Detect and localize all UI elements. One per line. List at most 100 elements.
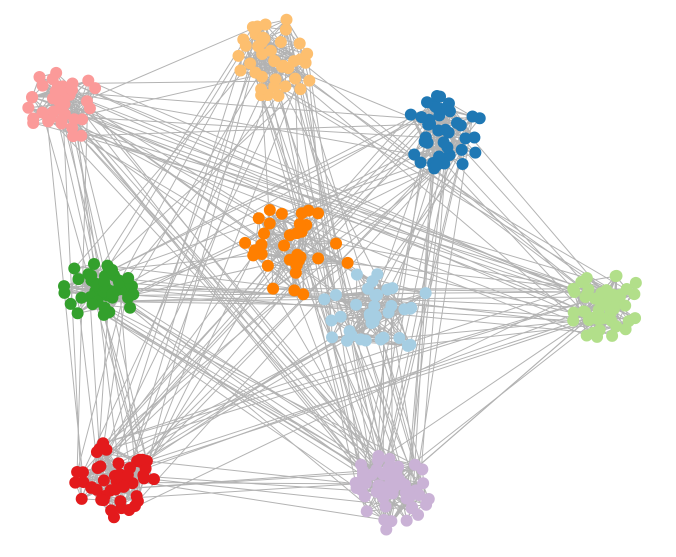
- node: [106, 263, 119, 276]
- node: [22, 101, 35, 114]
- node: [360, 505, 373, 518]
- edge: [426, 102, 434, 164]
- edge: [67, 93, 364, 472]
- edge: [96, 163, 445, 453]
- node: [287, 55, 300, 68]
- node: [434, 90, 447, 103]
- node: [421, 96, 434, 109]
- node: [595, 287, 608, 300]
- node: [288, 284, 301, 297]
- edge: [46, 114, 426, 138]
- node: [50, 66, 63, 79]
- node: [343, 325, 356, 338]
- node: [567, 282, 580, 295]
- node: [420, 498, 433, 511]
- node: [97, 275, 110, 288]
- node: [622, 315, 635, 328]
- node: [341, 256, 354, 269]
- node: [147, 473, 160, 486]
- node: [598, 296, 611, 309]
- node: [374, 480, 387, 493]
- edge: [46, 114, 394, 490]
- node: [421, 136, 434, 149]
- node: [468, 131, 481, 144]
- edge: [97, 95, 438, 469]
- edge: [92, 303, 390, 485]
- edge: [81, 26, 254, 298]
- node: [350, 268, 363, 281]
- node: [95, 493, 108, 506]
- edge: [82, 471, 137, 497]
- edge: [274, 60, 594, 334]
- node: [237, 33, 250, 46]
- node: [385, 299, 398, 312]
- node: [581, 288, 594, 301]
- node: [263, 204, 276, 217]
- node: [85, 269, 98, 282]
- node: [117, 480, 130, 493]
- node: [47, 105, 60, 118]
- node: [255, 238, 268, 251]
- node: [97, 474, 110, 487]
- edge: [299, 43, 368, 512]
- node: [430, 159, 443, 172]
- node: [75, 492, 88, 505]
- node: [64, 297, 77, 310]
- node: [393, 331, 406, 344]
- node: [628, 288, 641, 301]
- node: [86, 298, 99, 311]
- node: [68, 262, 81, 275]
- node: [239, 236, 252, 249]
- edge: [375, 289, 388, 470]
- node: [258, 227, 271, 240]
- node: [366, 468, 379, 481]
- node: [404, 490, 417, 503]
- node: [377, 331, 390, 344]
- edge: [62, 105, 378, 493]
- node: [137, 472, 150, 485]
- node: [289, 72, 302, 85]
- node: [87, 258, 100, 271]
- edge: [103, 314, 141, 460]
- node: [89, 82, 102, 95]
- edge: [103, 280, 598, 320]
- node: [26, 90, 39, 103]
- node: [301, 47, 314, 60]
- node: [383, 452, 396, 465]
- node: [432, 124, 445, 137]
- node: [400, 514, 413, 527]
- node: [567, 314, 580, 327]
- edge: [293, 290, 387, 530]
- node: [451, 116, 464, 129]
- node: [417, 477, 430, 490]
- node: [379, 500, 392, 513]
- edge: [76, 277, 129, 473]
- node: [244, 57, 257, 70]
- edge: [460, 125, 608, 298]
- edge: [88, 80, 602, 304]
- node: [106, 288, 119, 301]
- node: [596, 312, 609, 325]
- node: [443, 105, 456, 118]
- edge: [128, 288, 589, 511]
- node: [294, 83, 307, 96]
- node: [415, 111, 428, 124]
- node: [252, 212, 265, 225]
- edge: [257, 45, 626, 307]
- node: [401, 339, 414, 352]
- edge: [91, 37, 264, 488]
- node: [272, 89, 285, 102]
- edge: [102, 288, 574, 444]
- edge: [143, 477, 413, 508]
- node: [455, 143, 468, 156]
- node: [90, 483, 103, 496]
- node: [325, 314, 338, 327]
- edge: [106, 244, 262, 451]
- node: [278, 239, 291, 252]
- node: [122, 271, 135, 284]
- edge: [96, 300, 392, 307]
- node: [232, 49, 245, 62]
- node: [303, 74, 316, 87]
- edge: [99, 277, 129, 467]
- node: [279, 23, 292, 36]
